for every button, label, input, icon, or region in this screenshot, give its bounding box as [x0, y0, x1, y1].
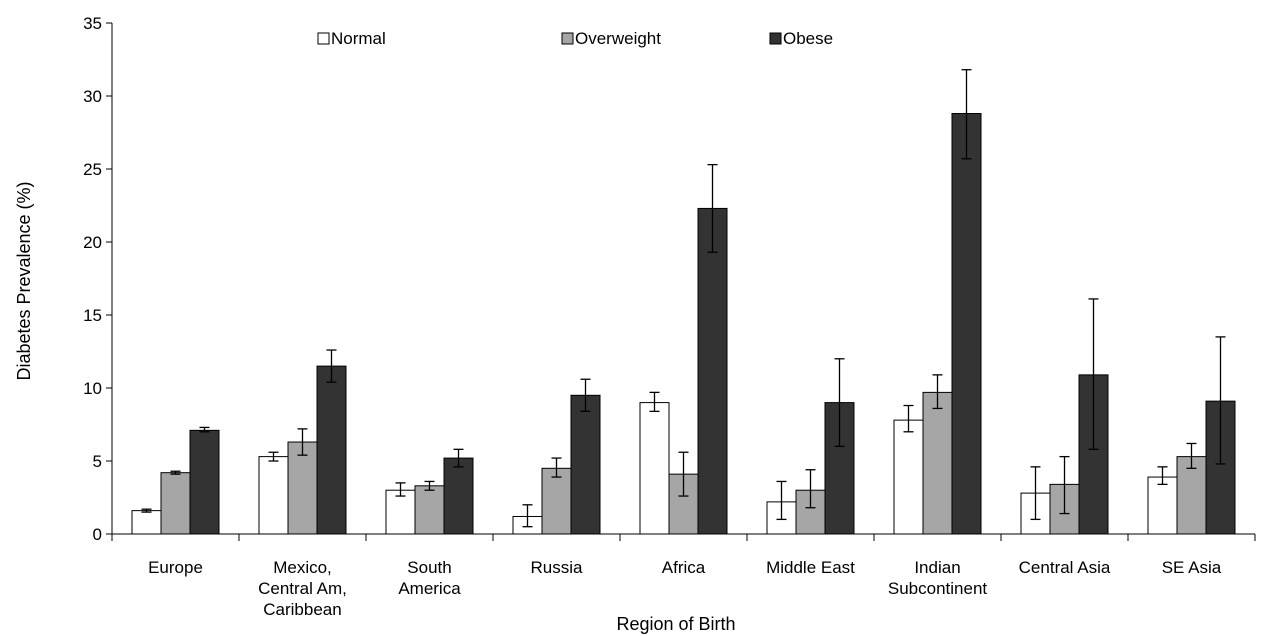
x-category-label: America [398, 579, 461, 598]
bar-overweight [922, 391, 953, 535]
x-category-label: Central Asia [1019, 558, 1111, 577]
x-category-label: Europe [148, 558, 203, 577]
bars [131, 69, 1236, 535]
x-axis: Europe Mexico, Central Am, Caribbean South Am… [111, 533, 1256, 619]
bar-obese [697, 207, 728, 535]
y-axis: 0 5 10 15 20 25 30 35 [83, 14, 113, 544]
y-tick-label: 5 [93, 452, 102, 471]
x-category-label: Subcontinent [888, 579, 988, 598]
x-category-label: Central Am, [258, 579, 347, 598]
bar-normal [1147, 476, 1178, 535]
bar-overweight [414, 485, 445, 535]
bar-normal [893, 419, 924, 535]
bar-normal [258, 456, 289, 535]
bar-obese [316, 365, 347, 535]
y-tick-label: 10 [83, 379, 102, 398]
y-tick-label: 35 [83, 14, 102, 33]
x-category-label: SE Asia [1162, 558, 1222, 577]
legend-label-obese: Obese [783, 29, 833, 48]
x-category-label: Middle East [766, 558, 855, 577]
bar-normal [131, 510, 162, 535]
bar-overweight [287, 441, 318, 535]
x-category-label: Caribbean [263, 600, 341, 619]
bar-overweight [160, 472, 191, 535]
y-axis-title: Diabetes Prevalence (%) [14, 181, 34, 380]
bar-obese [951, 113, 982, 535]
y-tick-label: 30 [83, 87, 102, 106]
bar-obese [570, 394, 601, 535]
bar-overweight [541, 467, 572, 535]
x-category-label: Russia [531, 558, 584, 577]
x-axis-title: Region of Birth [616, 614, 735, 634]
bar-normal [385, 489, 416, 535]
bar-obese [189, 429, 220, 535]
y-tick-label: 15 [83, 306, 102, 325]
bar-normal [639, 402, 670, 535]
legend-label-normal: Normal [331, 29, 386, 48]
x-category-label: Indian [914, 558, 960, 577]
bar-obese [443, 457, 474, 535]
legend-swatch-overweight [561, 32, 574, 45]
legend-swatch-normal [317, 32, 330, 45]
y-tick-label: 25 [83, 160, 102, 179]
x-category-label: Africa [662, 558, 706, 577]
y-tick-label: 0 [93, 525, 102, 544]
legend: Normal Overweight Obese [317, 29, 833, 48]
x-category-label: South [407, 558, 451, 577]
legend-label-overweight: Overweight [575, 29, 661, 48]
x-category-label: Mexico, [273, 558, 332, 577]
y-tick-label: 20 [83, 233, 102, 252]
legend-swatch-obese [769, 32, 782, 45]
